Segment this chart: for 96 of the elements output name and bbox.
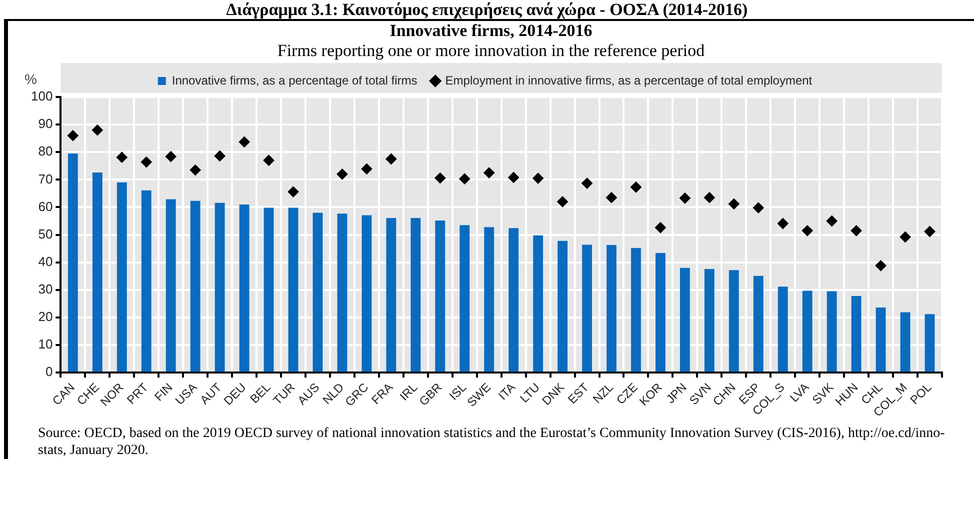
- bar: [508, 228, 519, 372]
- point: [679, 192, 690, 204]
- x-tick-label: LVA: [787, 380, 812, 405]
- x-tick-label: POL: [907, 380, 934, 408]
- x-tick-label: ITA: [496, 380, 518, 403]
- point: [263, 154, 274, 166]
- y-tick-label: 50: [38, 226, 53, 242]
- bar: [386, 218, 396, 372]
- point: [459, 173, 470, 184]
- bar: [631, 248, 641, 372]
- point: [850, 225, 862, 236]
- text: Διάγραμμα 3.1: Καινοτόμος επιχειρήσεις ανά χώρα - ΟΟΣΑ (2014-2016): [225, 0, 749, 19]
- point: [361, 163, 372, 174]
- point: [752, 202, 764, 214]
- point: [826, 216, 838, 227]
- point: [140, 156, 152, 168]
- point: [582, 178, 593, 189]
- bar: [190, 200, 200, 372]
- bar: [582, 244, 592, 372]
- point: [238, 136, 250, 148]
- y-tick-label: 0: [45, 364, 53, 380]
- point: [532, 172, 544, 184]
- point: [116, 152, 128, 163]
- bar: [116, 182, 127, 372]
- bar: [802, 290, 812, 372]
- bar: [680, 268, 690, 372]
- bar: [851, 296, 862, 372]
- legend-label: Innovative firms, as a percentage of total firms: [172, 73, 418, 88]
- point: [654, 222, 666, 234]
- y-tick-label: 80: [38, 144, 53, 159]
- bar: [900, 312, 910, 372]
- point: [386, 154, 397, 165]
- bar: [239, 204, 250, 372]
- point: [288, 186, 299, 198]
- point: [336, 168, 348, 180]
- bar: [410, 218, 421, 372]
- x-tick-label: FRA: [368, 380, 396, 408]
- bar: [288, 208, 298, 372]
- point: [434, 172, 446, 184]
- x-tick-label: JPN: [663, 380, 690, 406]
- x-tick-label: LTU: [517, 380, 543, 406]
- bar: [166, 199, 176, 372]
- bar: [312, 212, 323, 372]
- bar: [214, 202, 225, 372]
- point: [802, 225, 813, 236]
- point: [728, 198, 740, 210]
- point: [924, 226, 936, 237]
- bar: [753, 276, 764, 372]
- bar: [826, 291, 837, 372]
- bar: [778, 286, 788, 372]
- bar: [558, 240, 568, 372]
- point: [777, 218, 788, 229]
- bar: [92, 172, 102, 372]
- chart-title: Innovative firms, 2014-2016: [388, 21, 594, 40]
- y-tick-label: 10: [38, 336, 53, 352]
- bar: [704, 268, 714, 372]
- bar: [924, 314, 935, 372]
- x-tick-label: NZL: [590, 380, 616, 406]
- legend-label: Employment in innovative firms, as a percentage of total employment: [445, 73, 813, 88]
- source-note: Source: OECD, based on the 2019 OECD survey of national innovation statistics and the Eurostat’s Community Innovation Survey (CIS-2016), http://oe.cd/inno-stats, January 2020.: [37, 425, 946, 459]
- bar: [606, 244, 616, 372]
- bar: [362, 215, 372, 372]
- bar: [337, 214, 348, 372]
- point: [165, 151, 176, 162]
- bar: [435, 220, 446, 372]
- y-tick-label: 100: [30, 88, 53, 104]
- bar: [656, 252, 666, 372]
- bar: [728, 270, 739, 372]
- bar: [68, 153, 78, 372]
- point: [484, 167, 495, 178]
- point: [557, 196, 568, 208]
- bar: [876, 308, 886, 372]
- bar: [484, 227, 494, 372]
- point: [630, 182, 642, 193]
- point: [67, 130, 78, 142]
- y-axis-title: %: [24, 70, 37, 87]
- point: [704, 192, 715, 204]
- point: [190, 164, 201, 176]
- bar: [141, 190, 152, 372]
- point: [875, 260, 886, 272]
- y-tick-label: 60: [38, 198, 53, 214]
- point: [92, 124, 103, 136]
- point: [214, 150, 226, 162]
- x-tick-label: IRL: [397, 380, 420, 404]
- y-tick-label: 40: [38, 254, 53, 269]
- point: [900, 231, 911, 242]
- chart-subtitle: Firms reporting one or more innovation in the reference period: [276, 40, 706, 61]
- y-tick-label: 30: [38, 281, 53, 296]
- bar: [533, 235, 544, 372]
- bar: [264, 208, 274, 372]
- point: [606, 192, 618, 204]
- y-tick-label: 20: [38, 309, 53, 324]
- point: [508, 172, 520, 183]
- bar: [460, 225, 470, 372]
- y-tick-label: 70: [38, 171, 53, 186]
- y-tick-label: 90: [38, 116, 53, 132]
